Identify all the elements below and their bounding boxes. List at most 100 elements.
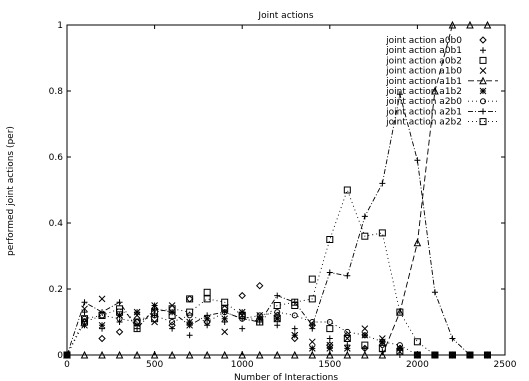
- data-point: [361, 325, 369, 332]
- legend-marker: [479, 76, 487, 85]
- legend-label: joint action a1b1: [385, 77, 462, 87]
- data-point: [186, 318, 193, 326]
- legend-marker: [480, 47, 486, 54]
- data-point: [116, 315, 123, 322]
- data-point: [204, 312, 211, 319]
- data-point: [361, 350, 369, 359]
- data-point: [466, 20, 474, 29]
- chart-title: Joint actions: [257, 11, 313, 21]
- data-point: [431, 351, 439, 359]
- x-tick-label: 1000: [231, 360, 254, 370]
- data-point: [326, 325, 334, 333]
- data-point: [325, 350, 334, 359]
- data-point: [378, 350, 387, 359]
- series-5: [63, 20, 492, 359]
- data-point: [396, 342, 403, 349]
- data-point: [203, 315, 211, 323]
- data-point: [81, 309, 88, 316]
- data-point: [204, 319, 211, 325]
- data-point: [413, 238, 422, 247]
- legend-item: joint action a0b0: [385, 36, 487, 46]
- data-point: [343, 335, 351, 342]
- data-point: [378, 229, 386, 237]
- data-point: [134, 325, 141, 332]
- data-point: [413, 338, 421, 346]
- data-point: [115, 328, 124, 336]
- data-point: [133, 350, 141, 359]
- data-point: [361, 232, 369, 240]
- data-point: [396, 345, 404, 352]
- data-point: [291, 325, 298, 332]
- data-point: [344, 272, 351, 279]
- data-point: [273, 302, 281, 309]
- legend-marker: [479, 36, 487, 44]
- y-axis-title: performed joint actions (per): [6, 126, 16, 256]
- data-point: [396, 308, 404, 316]
- data-point: [63, 351, 71, 359]
- data-point: [133, 308, 141, 316]
- legend-marker: [479, 87, 487, 95]
- series-line: [67, 24, 488, 356]
- data-point: [256, 318, 264, 326]
- data-point: [256, 281, 264, 290]
- legend-marker: [479, 56, 487, 64]
- data-point: [308, 350, 317, 359]
- data-point: [291, 331, 299, 339]
- legend-item: joint action a0b2: [385, 56, 487, 66]
- data-point: [291, 298, 299, 306]
- legend-label: joint action a1b2: [385, 87, 462, 97]
- x-tick-label: 500: [146, 360, 163, 370]
- data-point: [186, 308, 194, 316]
- data-point: [221, 309, 228, 316]
- x-tick-label: 2500: [494, 360, 517, 370]
- legend-item: joint action a2b1: [385, 107, 498, 117]
- data-point: [203, 288, 211, 296]
- x-tick-label: 0: [64, 360, 70, 370]
- legend-item: joint action a1b2: [385, 87, 487, 97]
- data-point: [308, 338, 316, 346]
- data-point: [466, 351, 474, 359]
- data-point: [326, 319, 333, 325]
- data-point: [431, 351, 439, 359]
- data-point: [273, 315, 281, 323]
- data-point: [81, 318, 89, 326]
- series-line: [66, 188, 488, 356]
- data-point: [379, 338, 386, 346]
- data-point: [344, 328, 351, 335]
- data-point: [116, 312, 123, 319]
- data-point: [273, 350, 282, 359]
- data-point: [238, 291, 246, 300]
- data-point: [326, 236, 334, 243]
- data-point: [151, 308, 159, 316]
- series-6: [63, 302, 491, 359]
- y-tick-label: 0.8: [49, 87, 64, 97]
- data-point: [361, 331, 369, 339]
- data-point: [308, 275, 316, 283]
- data-point: [361, 213, 368, 220]
- data-point: [361, 341, 369, 349]
- data-point: [379, 338, 386, 345]
- data-point: [326, 335, 333, 342]
- data-point: [203, 350, 211, 359]
- data-point: [98, 295, 106, 303]
- data-point: [204, 322, 211, 329]
- y-tick-label: 0.4: [49, 219, 64, 229]
- data-point: [151, 302, 158, 309]
- data-point: [221, 328, 229, 336]
- data-point: [186, 295, 194, 303]
- y-tick-label: 0: [57, 351, 63, 361]
- data-point: [431, 86, 439, 95]
- legend-item: joint action a2b0: [385, 97, 498, 107]
- data-point: [220, 350, 229, 359]
- y-ticks: 0 0.2 0.4 0.6 0.8 1: [49, 21, 505, 361]
- data-point: [414, 157, 421, 164]
- data-point: [151, 318, 158, 326]
- data-point: [308, 295, 316, 303]
- legend-marker: [479, 118, 487, 126]
- data-point: [81, 299, 88, 306]
- data-point: [116, 299, 123, 306]
- x-tick-label: 1500: [318, 360, 341, 370]
- data-point: [255, 350, 264, 359]
